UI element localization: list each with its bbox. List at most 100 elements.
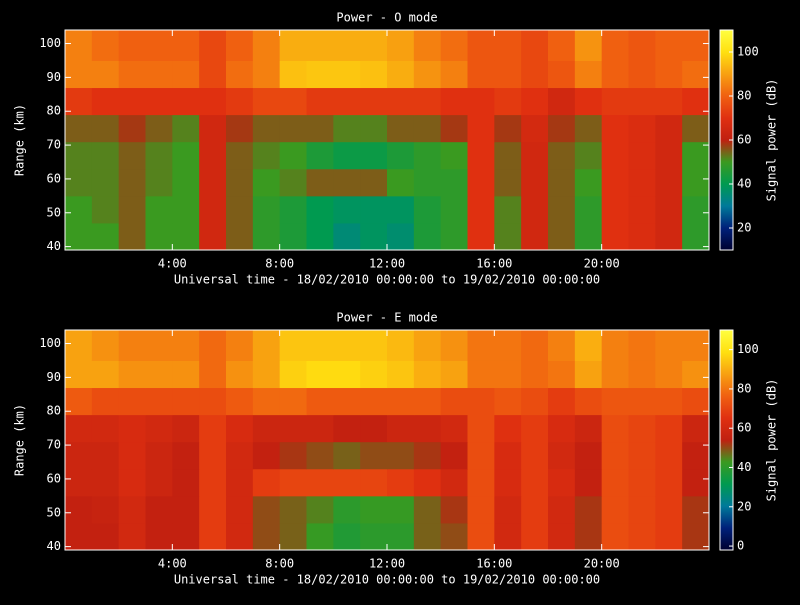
heat-cell xyxy=(118,141,146,170)
heat-cell xyxy=(306,60,334,89)
heat-cell xyxy=(279,114,307,143)
heat-cell xyxy=(360,468,388,497)
heat-cell xyxy=(601,387,629,416)
heat-cell xyxy=(440,87,468,116)
heat-cell xyxy=(440,30,468,61)
heat-cell xyxy=(306,495,334,524)
heat-cell xyxy=(387,30,415,61)
heat-cell xyxy=(279,87,307,116)
x-tick-label: 20:00 xyxy=(584,257,620,271)
heat-cell xyxy=(172,114,200,143)
heat-cell xyxy=(306,441,334,470)
heat-cell xyxy=(387,387,415,416)
heat-cell xyxy=(682,387,710,416)
heat-cell xyxy=(574,441,603,470)
heat-cell xyxy=(199,330,227,361)
y-tick-label: 60 xyxy=(47,171,61,185)
heat-cell xyxy=(628,441,656,470)
heat-cell xyxy=(252,468,281,497)
heat-cell xyxy=(521,330,549,361)
heat-cell xyxy=(387,222,415,251)
heat-cell xyxy=(199,468,227,497)
heat-cell xyxy=(440,522,468,551)
heat-cell xyxy=(226,522,254,551)
heat-cell xyxy=(548,387,576,416)
x-tick-label: 12:00 xyxy=(369,557,405,571)
heat-cell xyxy=(279,330,307,361)
heat-cell xyxy=(601,360,629,389)
heat-cell xyxy=(91,495,120,524)
y-tick-label: 70 xyxy=(47,138,61,152)
heat-cell xyxy=(118,387,146,416)
heat-cell xyxy=(306,387,334,416)
heat-cell xyxy=(360,87,388,116)
heat-cell xyxy=(601,441,629,470)
heat-cell xyxy=(628,495,656,524)
heat-cell xyxy=(360,30,388,61)
y-tick-label: 60 xyxy=(47,471,61,485)
heat-cell xyxy=(387,330,415,361)
heat-cell xyxy=(333,87,361,116)
heat-cell xyxy=(440,60,468,89)
heat-cell xyxy=(548,141,576,170)
x-tick-label: 4:00 xyxy=(158,257,187,271)
colorbar-tick-label: 20 xyxy=(737,221,751,235)
heat-cell xyxy=(440,441,468,470)
heat-cell xyxy=(118,87,146,116)
heat-cell xyxy=(682,195,710,224)
heat-cell xyxy=(601,468,629,497)
heat-cell xyxy=(65,441,93,470)
heat-cell xyxy=(306,222,334,251)
heat-cell xyxy=(413,141,442,170)
heat-cell xyxy=(467,522,495,551)
heat-cell xyxy=(440,387,468,416)
heat-cell xyxy=(628,387,656,416)
heat-cell xyxy=(655,222,683,251)
heat-cell xyxy=(333,330,361,361)
heat-cell xyxy=(91,468,120,497)
heat-cell xyxy=(655,414,683,443)
heat-cell xyxy=(118,360,146,389)
y-axis-title: Range (km) xyxy=(13,404,27,476)
heat-cell xyxy=(279,441,307,470)
heat-cell xyxy=(360,522,388,551)
heat-cell xyxy=(65,141,93,170)
heat-cell xyxy=(387,441,415,470)
heat-cell xyxy=(91,360,120,389)
heat-cell xyxy=(226,141,254,170)
heat-cell xyxy=(252,222,281,251)
heat-cell xyxy=(199,414,227,443)
heat-cell xyxy=(279,60,307,89)
heat-cell xyxy=(252,87,281,116)
heat-cell xyxy=(387,468,415,497)
heat-cell xyxy=(574,141,603,170)
heat-cell xyxy=(172,87,200,116)
chart-title: Power - E mode xyxy=(336,311,437,325)
heat-cell xyxy=(521,60,549,89)
heat-cell xyxy=(252,330,281,361)
heat-cell xyxy=(172,387,200,416)
heat-cell xyxy=(252,387,281,416)
y-tick-label: 80 xyxy=(47,104,61,118)
heat-cell xyxy=(413,114,442,143)
heat-cell xyxy=(91,114,120,143)
colorbar-tick-label: 100 xyxy=(737,342,759,356)
heat-cell xyxy=(467,195,495,224)
heat-cell xyxy=(306,195,334,224)
heat-cell xyxy=(628,30,656,61)
heat-cell xyxy=(91,87,120,116)
colorbar-tick-label: 40 xyxy=(737,177,751,191)
heat-cell xyxy=(252,195,281,224)
heat-cell xyxy=(494,60,522,89)
heat-cell xyxy=(118,195,146,224)
heat-cell xyxy=(601,222,629,251)
heat-cell xyxy=(467,495,495,524)
heat-cell xyxy=(548,468,576,497)
heat-cell xyxy=(628,522,656,551)
heat-cell xyxy=(601,141,629,170)
heat-cell xyxy=(387,114,415,143)
x-tick-label: 8:00 xyxy=(265,557,294,571)
heat-cell xyxy=(494,522,522,551)
heat-cell xyxy=(91,330,120,361)
